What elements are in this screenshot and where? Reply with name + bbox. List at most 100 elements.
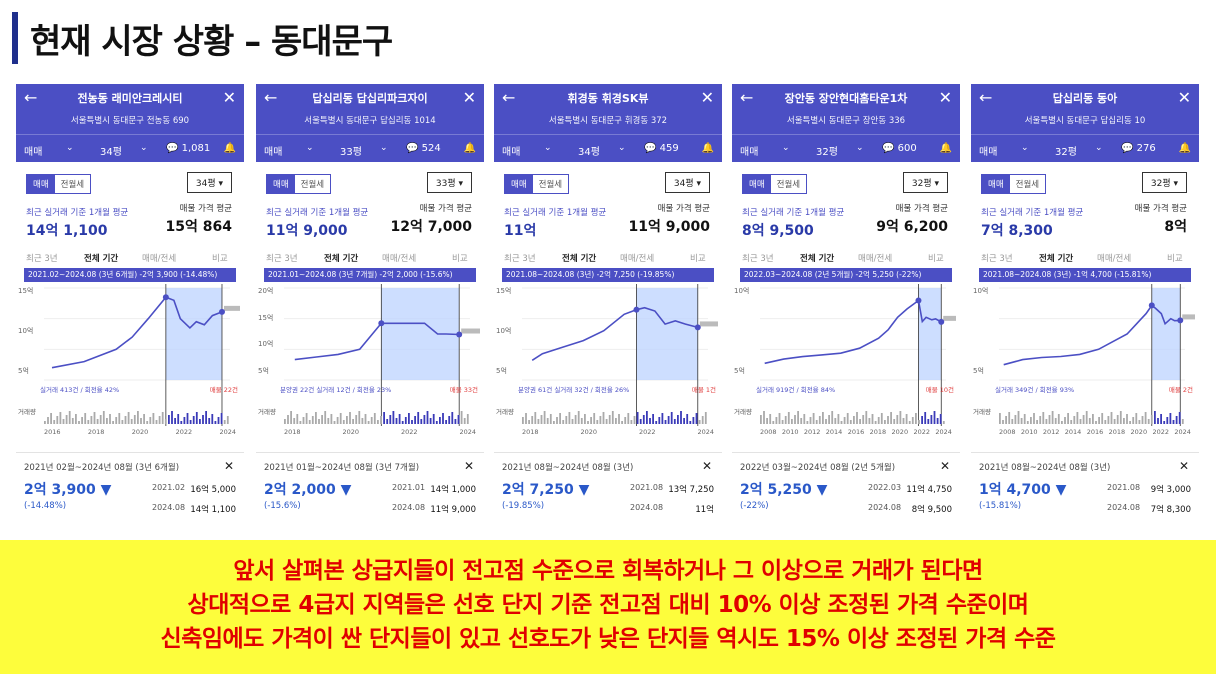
tab-compare[interactable]: 비교 xyxy=(1167,254,1183,264)
volume-bar xyxy=(349,412,351,424)
comment-count[interactable]: 💬 276 xyxy=(1121,143,1156,154)
deal-type-select[interactable]: 매매 xyxy=(502,147,521,158)
size-dropdown[interactable]: 34평 ▾ xyxy=(186,172,232,193)
back-arrow-icon[interactable]: ← xyxy=(979,88,993,107)
change-percent: (-15.81%) xyxy=(979,501,1022,511)
tab-compare[interactable]: 비교 xyxy=(212,254,228,264)
tab-recent-3y[interactable]: 최근 3년 xyxy=(266,254,298,264)
tab-sale-rent[interactable]: 매매/전세 xyxy=(142,254,177,264)
back-arrow-icon[interactable]: ← xyxy=(502,88,516,107)
volume-bar xyxy=(565,416,568,424)
comment-count[interactable]: 💬 524 xyxy=(406,143,441,154)
bell-icon[interactable]: 🔔 xyxy=(1178,143,1191,154)
chevron-down-icon[interactable]: ⌄ xyxy=(380,143,388,153)
apartment-panel: ← 답십리동 동아 ✕ 서울특별시 동대문구 답십리동 10 매매 ⌄ 32평 … xyxy=(971,84,1199,524)
tab-sale-rent[interactable]: 매매/전세 xyxy=(382,254,417,264)
chevron-down-icon[interactable]: ⌄ xyxy=(1095,143,1103,153)
close-icon[interactable]: ✕ xyxy=(1178,459,1189,473)
deal-type-select[interactable]: 매매 xyxy=(24,147,43,158)
listing-band xyxy=(943,315,956,321)
apartment-address: 서울특별시 동대문구 전농동 690 xyxy=(70,116,190,126)
size-dropdown[interactable]: 32평 ▾ xyxy=(1141,172,1187,193)
close-icon[interactable]: ✕ xyxy=(1177,88,1191,107)
size-select[interactable]: 32평 xyxy=(816,147,838,158)
apartment-name: 답십리동 답십리파크자이 xyxy=(312,92,428,105)
close-icon[interactable]: ✕ xyxy=(462,88,476,107)
comment-count[interactable]: 💬 600 xyxy=(882,143,917,154)
toggle-sale[interactable]: 매매 xyxy=(267,175,295,193)
close-icon[interactable]: ✕ xyxy=(223,459,234,473)
bell-icon[interactable]: 🔔 xyxy=(223,143,236,154)
chevron-down-icon[interactable]: ⌄ xyxy=(618,143,626,153)
size-dropdown[interactable]: 34평 ▾ xyxy=(664,172,710,193)
chevron-down-icon[interactable]: ⌄ xyxy=(306,143,314,153)
volume-bar xyxy=(596,420,599,424)
volume-bar xyxy=(695,413,698,424)
tab-compare[interactable]: 비교 xyxy=(928,254,944,264)
bell-icon[interactable]: 🔔 xyxy=(463,143,476,154)
volume-bar xyxy=(1008,412,1011,424)
tab-sale-rent[interactable]: 매매/전세 xyxy=(620,254,655,264)
comment-count[interactable]: 💬 1,081 xyxy=(166,143,211,154)
period-tabs: 최근 3년 전체 기간 매매/전세 비교 xyxy=(256,248,484,270)
toggle-rent[interactable]: 전월세 xyxy=(1009,175,1046,193)
size-select[interactable]: 32평 xyxy=(1055,147,1077,158)
volume-bar xyxy=(1098,417,1100,424)
chevron-down-icon[interactable]: ⌄ xyxy=(66,143,74,153)
size-dropdown[interactable]: 32평 ▾ xyxy=(902,172,948,193)
back-arrow-icon[interactable]: ← xyxy=(740,88,754,107)
chevron-down-icon[interactable]: ⌄ xyxy=(856,143,864,153)
bell-icon[interactable]: 🔔 xyxy=(701,143,714,154)
range-label: 2021.08~2024.08 (3년) -2억 7,250 (-19.85%) xyxy=(502,268,714,282)
deal-type-select[interactable]: 매매 xyxy=(264,147,283,158)
listing-price-label: 매물 가격 평균 xyxy=(895,204,948,214)
tab-compare[interactable]: 비교 xyxy=(452,254,468,264)
deal-type-select[interactable]: 매매 xyxy=(979,147,998,158)
size-select[interactable]: 33평 xyxy=(340,147,362,158)
toggle-rent[interactable]: 전월세 xyxy=(770,175,807,193)
chevron-down-icon[interactable]: ⌄ xyxy=(140,143,148,153)
back-arrow-icon[interactable]: ← xyxy=(264,88,278,107)
toggle-sale[interactable]: 매매 xyxy=(505,175,533,193)
tab-sale-rent[interactable]: 매매/전세 xyxy=(858,254,893,264)
volume-bar xyxy=(528,420,530,424)
comment-count[interactable]: 💬 459 xyxy=(644,143,679,154)
tab-recent-3y[interactable]: 최근 3년 xyxy=(742,254,774,264)
close-icon[interactable]: ✕ xyxy=(222,88,236,107)
tab-recent-3y[interactable]: 최근 3년 xyxy=(981,254,1013,264)
deal-type-select[interactable]: 매매 xyxy=(740,147,759,158)
tab-recent-3y[interactable]: 최근 3년 xyxy=(26,254,58,264)
bell-icon[interactable]: 🔔 xyxy=(939,143,952,154)
tab-sale-rent[interactable]: 매매/전세 xyxy=(1097,254,1132,264)
chevron-down-icon[interactable]: ⌄ xyxy=(1021,143,1029,153)
close-icon[interactable]: ✕ xyxy=(701,459,712,473)
toggle-sale[interactable]: 매매 xyxy=(27,175,55,193)
toggle-sale[interactable]: 매매 xyxy=(743,175,771,193)
x-tick-label: 2020 xyxy=(342,428,360,436)
tab-compare[interactable]: 비교 xyxy=(690,254,706,264)
close-icon[interactable]: ✕ xyxy=(463,459,474,473)
size-dropdown[interactable]: 33평 ▾ xyxy=(426,172,472,193)
change-summary: 2022년 03월~2024년 08월 (2년 5개월) ✕ 2억 5,250 … xyxy=(732,452,960,524)
tab-recent-3y[interactable]: 최근 3년 xyxy=(504,254,536,264)
x-tick-label: 2020 xyxy=(580,428,598,436)
listing-band xyxy=(1182,314,1195,320)
size-select[interactable]: 34평 xyxy=(578,147,600,158)
toggle-rent[interactable]: 전월세 xyxy=(532,175,569,193)
back-arrow-icon[interactable]: ← xyxy=(24,88,38,107)
price-point xyxy=(378,320,385,327)
toggle-rent[interactable]: 전월세 xyxy=(294,175,331,193)
toggle-sale[interactable]: 매매 xyxy=(982,175,1010,193)
size-select[interactable]: 34평 xyxy=(100,147,122,158)
volume-bar xyxy=(837,414,840,424)
volume-bar xyxy=(1045,419,1048,424)
close-icon[interactable]: ✕ xyxy=(939,459,950,473)
toggle-rent[interactable]: 전월세 xyxy=(54,175,91,193)
volume-bar xyxy=(457,415,460,424)
close-icon[interactable]: ✕ xyxy=(938,88,952,107)
x-tick-label: 2008 xyxy=(999,428,1016,436)
chevron-down-icon[interactable]: ⌄ xyxy=(544,143,552,153)
chevron-down-icon[interactable]: ⌄ xyxy=(782,143,790,153)
range-label: 2021.08~2024.08 (3년) -1억 4,700 (-15.81%) xyxy=(979,268,1191,282)
close-icon[interactable]: ✕ xyxy=(700,88,714,107)
